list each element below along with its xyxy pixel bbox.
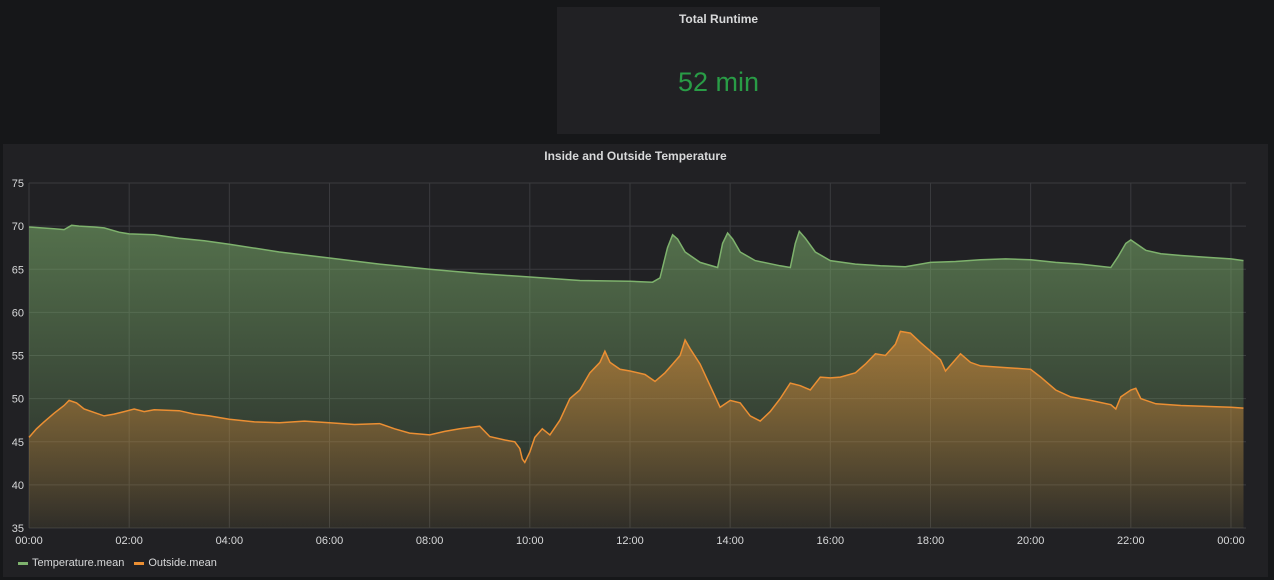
y-tick-label: 35 [12,523,24,535]
series-line-outside-mean [28,330,1244,464]
stat-value: 52 min [677,67,760,97]
x-tick-label: 00:00 [1217,535,1245,547]
x-tick-label: 14:00 [716,535,744,547]
y-tick-label: 50 [12,394,24,406]
x-tick-label: 06:00 [316,535,344,547]
x-tick-label: 00:00 [15,535,43,547]
legend-swatch-temperature [18,561,28,565]
series-line-temperature-mean [28,224,1244,283]
x-tick-label: 22:00 [1117,535,1145,547]
legend-item-temperature[interactable]: Temperature.mean [18,557,124,569]
y-tick-label: 65 [12,264,24,276]
x-tick-label: 12:00 [616,535,644,547]
y-tick-label: 40 [12,480,24,492]
x-tick-label: 04:00 [216,535,244,547]
x-tick-label: 18:00 [917,535,945,547]
legend-label-temperature: Temperature.mean [32,557,125,569]
y-tick-label: 75 [12,178,24,190]
legend-label-outside: Outside.mean [148,557,217,569]
legend: Temperature.mean Outside.mean [18,557,217,569]
x-tick-label: 02:00 [115,535,143,547]
graph-panel-title[interactable]: Inside and Outside Temperature [544,149,727,163]
legend-item-outside[interactable]: Outside.mean [134,557,217,569]
temperature-graph-panel: Inside and Outside Temperature 35 40 45 50 5… [3,144,1268,577]
y-tick-label: 60 [12,307,24,319]
x-tick-label: 10:00 [516,535,544,547]
y-tick-label: 45 [12,437,24,449]
x-tick-label: 08:00 [416,535,444,547]
stat-panel-title[interactable]: Total Runtime [678,12,759,26]
x-tick-label: 20:00 [1017,535,1045,547]
temperature-chart[interactable]: 35 40 45 50 55 60 65 70 75 00:00 02:00 04:00 06:00 08… [3,144,1268,577]
y-tick-label: 55 [12,351,24,363]
series-area-outside-mean [29,331,1244,528]
y-tick-label: 70 [12,221,24,233]
legend-swatch-outside [134,561,145,565]
x-tick-label: 16:00 [817,535,845,547]
total-runtime-panel: Total Runtime 52 min [557,7,880,134]
